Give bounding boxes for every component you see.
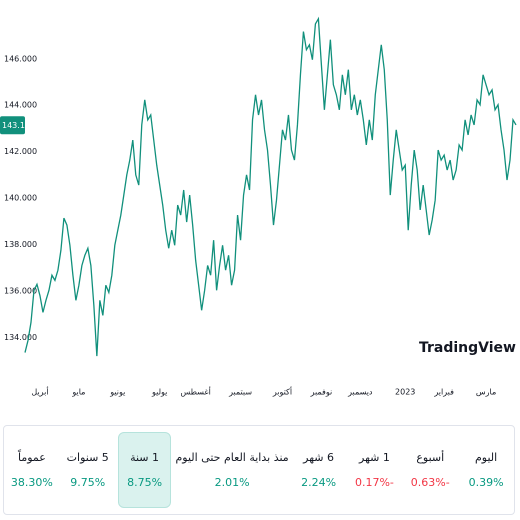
x-tick-label: ديسمبر — [347, 388, 373, 397]
tab-label: أسبوع — [416, 451, 445, 464]
tab-label: 5 سنوات — [66, 451, 109, 464]
x-tick-label: يونيو — [109, 388, 125, 397]
tab-label: منذ بداية العام حتى اليوم — [175, 451, 289, 464]
tab-change: -0.17% — [354, 476, 394, 489]
tab-change: 2.01% — [214, 476, 250, 489]
tab-label: 1 سنة — [130, 451, 160, 464]
x-tick-label: سبتمبر — [228, 388, 252, 397]
last-price-label: 143.137 — [2, 121, 35, 130]
tab-change: 0.39% — [468, 476, 504, 489]
tab-label: 1 شهر — [359, 451, 390, 464]
period-tab[interactable]: أسبوع -0.63% — [404, 432, 456, 508]
y-tick-label: 134.000 — [4, 333, 37, 342]
y-tick-label: 144.000 — [4, 101, 37, 110]
tab-label: عموماً — [17, 451, 46, 464]
last-price-box — [0, 116, 25, 135]
y-tick-label: 140.000 — [4, 194, 37, 203]
period-tab[interactable]: منذ بداية العام حتى اليوم 2.01% — [175, 432, 288, 508]
period-tab[interactable]: 6 شهر 2.24% — [293, 432, 345, 508]
tab-change: -0.63% — [410, 476, 450, 489]
x-tick-label: نوفمبر — [310, 388, 333, 397]
x-tick-label: مايو — [71, 388, 85, 397]
x-tick-label: أبريل — [31, 387, 48, 397]
x-tick-label: أغسطس — [180, 387, 210, 397]
tab-change: 2.24% — [301, 476, 337, 489]
period-tab[interactable]: 5 سنوات 9.75% — [62, 432, 114, 508]
x-tick-label: أكتوبر — [272, 387, 292, 397]
tab-change: 38.30% — [10, 476, 53, 489]
x-tick-label: 2023 — [395, 388, 415, 397]
y-tick-label: 142.000 — [4, 147, 37, 156]
tab-label: 6 شهر — [303, 451, 335, 464]
x-tick-label: فبراير — [433, 388, 454, 397]
x-tick-label: يوليو — [151, 388, 167, 397]
tab-change: 8.75% — [127, 476, 163, 489]
y-tick-label: 136.000 — [4, 287, 37, 296]
x-tick-label: مارس — [476, 388, 496, 397]
y-tick-label: 146.000 — [4, 54, 37, 63]
logo: TradingView — [419, 340, 516, 356]
tab-label: اليوم — [474, 451, 498, 464]
y-tick-label: 138.000 — [4, 240, 37, 249]
price-line — [24, 16, 517, 357]
period-tab[interactable]: 1 شهر -0.17% — [349, 432, 401, 508]
period-tab[interactable]: 1 سنة 8.75% — [117, 432, 172, 508]
chart: TradingView 134.000 136.000 138.000 140.000… — [0, 16, 517, 397]
period-tab[interactable]: عموماً 38.30% — [6, 432, 58, 508]
period-tab[interactable]: اليوم 0.39% — [460, 432, 512, 508]
period-tabs: اليوم 0.39% أسبوع -0.63% 1 شهر -0.17% 6 شهر 2.2… — [3, 425, 515, 515]
tab-change: 9.75% — [70, 476, 106, 489]
